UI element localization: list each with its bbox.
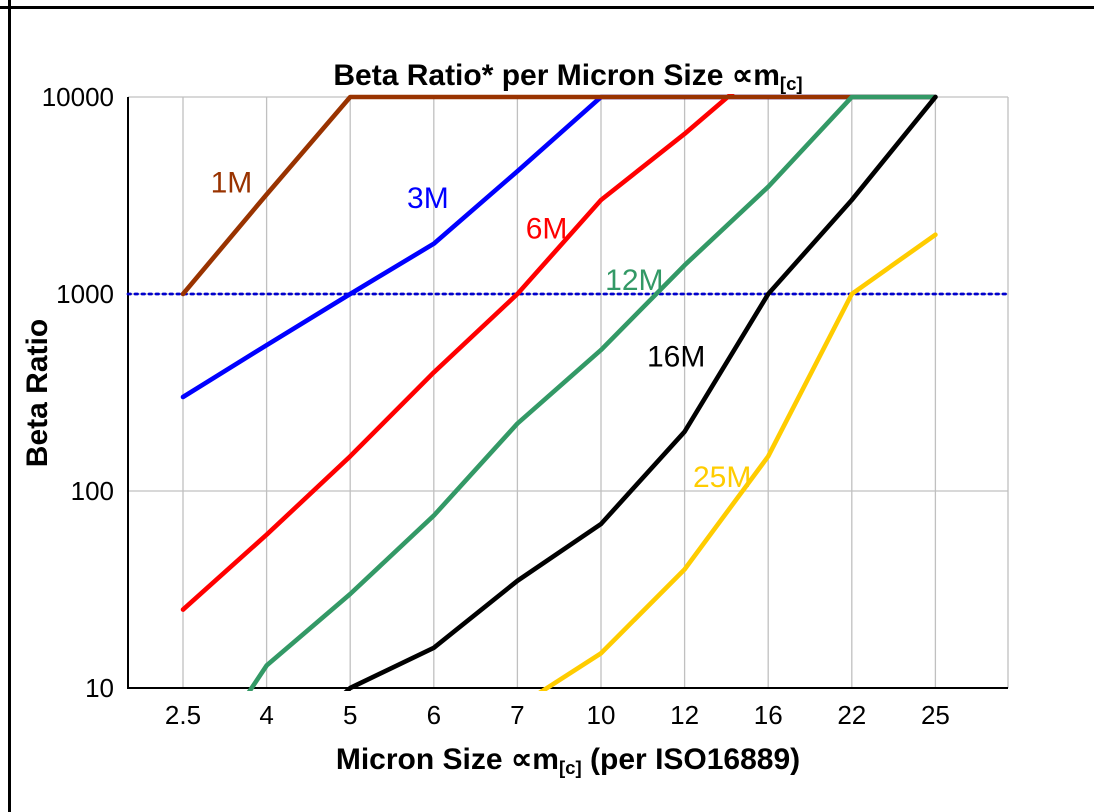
x-tick-label: 16 bbox=[754, 700, 783, 730]
x-axis-title-subscript: [c] bbox=[558, 757, 582, 779]
series-line-1M bbox=[180, 94, 938, 297]
frame-top-border bbox=[0, 6, 1094, 9]
series-label-25M: 25M bbox=[693, 461, 751, 494]
x-tick-label: 2.5 bbox=[165, 700, 201, 730]
x-axis-title: Micron Size ∝m[c] (per ISO16889) bbox=[128, 742, 1008, 779]
x-tick-label: 5 bbox=[343, 700, 357, 730]
y-tick-label: 1000 bbox=[56, 279, 114, 309]
x-tick-label: 4 bbox=[259, 700, 273, 730]
series-line-16M bbox=[343, 94, 938, 691]
y-tick-label: 100 bbox=[71, 476, 114, 506]
x-tick-label: 22 bbox=[837, 700, 866, 730]
series-label-12M: 12M bbox=[605, 264, 663, 297]
y-tick-label: 10 bbox=[85, 673, 114, 703]
series-label-1M: 1M bbox=[211, 166, 253, 199]
series-label-3M: 3M bbox=[407, 182, 449, 215]
series-line-12M bbox=[246, 94, 938, 691]
x-axis-title-text: Micron Size ∝m bbox=[335, 743, 559, 776]
x-tick-label: 7 bbox=[510, 700, 524, 730]
series-label-16M: 16M bbox=[647, 341, 705, 374]
chart-title-text: Beta Ratio* per Micron Size ∝m bbox=[333, 59, 780, 92]
frame-left-border bbox=[8, 0, 11, 812]
x-tick-label: 25 bbox=[921, 700, 950, 730]
y-axis-title: Beta Ratio bbox=[21, 318, 54, 468]
series-line-6M bbox=[180, 94, 735, 612]
series-line-25M bbox=[538, 232, 938, 691]
x-axis-title-suffix: (per ISO16889) bbox=[581, 743, 801, 776]
x-tick-label: 6 bbox=[427, 700, 441, 730]
series-group bbox=[180, 94, 938, 691]
series-label-6M: 6M bbox=[526, 212, 568, 245]
x-tick-label: 12 bbox=[670, 700, 699, 730]
chart-title: Beta Ratio* per Micron Size ∝m[c] bbox=[128, 58, 1008, 95]
chart-title-subscript: [c] bbox=[779, 73, 803, 95]
x-tick-label: 10 bbox=[587, 700, 616, 730]
y-tick-label: 10000 bbox=[42, 82, 114, 112]
